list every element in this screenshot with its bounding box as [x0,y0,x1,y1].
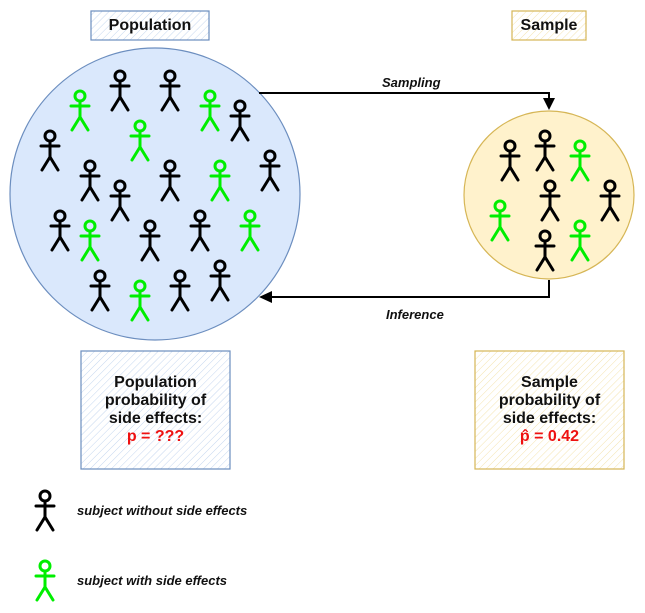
legend-with-label: subject with side effects [77,573,228,588]
inference-arrowhead [259,291,272,303]
population-probability-box [80,350,231,470]
sample-prob-formula: p̂ = 0.42 [519,428,580,445]
sample-probability-text: Sample probability of side effects: p̂ =… [475,351,624,469]
legend-without-label: subject without side effects [77,503,248,518]
person-with-side-effects-icon [569,219,591,262]
sampling-arrow [259,92,550,102]
inference-label: Inference [386,307,444,322]
person-without-side-effects-icon [259,149,281,192]
person-with-side-effects-icon [569,139,591,182]
sample-prob-line1: Sample [521,374,578,391]
sample-title: Sample [520,16,578,34]
person-without-side-effects-icon [39,129,61,172]
sample-probability-box [474,350,625,470]
person-without-side-effects-icon [49,209,71,252]
person-without-side-effects-icon [159,69,181,112]
person-without-side-effects-icon [34,489,56,532]
population-probability-text: Population probability of side effects: … [81,351,230,469]
person-without-side-effects-icon [534,129,556,172]
sample-title-box [511,10,587,41]
person-without-side-effects-icon [169,269,191,312]
sample-prob-line2: probability of [498,392,601,409]
person-with-side-effects-icon [129,119,151,162]
person-without-side-effects-icon [599,179,621,222]
person-without-side-effects-icon [499,139,521,182]
person-without-side-effects-icon [189,209,211,252]
population-title-box [90,10,210,41]
person-without-side-effects-icon [539,179,561,222]
population-prob-line2: probability of [104,392,207,409]
person-with-side-effects-icon [239,209,261,252]
sample-prob-line3: side effects: [502,410,597,427]
inference-arrow [270,280,550,298]
population-prob-line1: Population [114,374,197,391]
sampling-arrowhead [543,98,555,110]
person-without-side-effects-icon [79,159,101,202]
population-circle [9,47,301,341]
person-with-side-effects-icon [489,199,511,242]
person-with-side-effects-icon [69,89,91,132]
person-with-side-effects-icon [34,559,56,602]
person-with-side-effects-icon [129,279,151,322]
person-with-side-effects-icon [199,89,221,132]
person-without-side-effects-icon [109,69,131,112]
person-without-side-effects-icon [229,99,251,142]
person-with-side-effects-icon [209,159,231,202]
stick-figures [34,69,621,602]
person-with-side-effects-icon [79,219,101,262]
person-without-side-effects-icon [139,219,161,262]
population-prob-line3: side effects: [108,410,203,427]
sampling-label: Sampling [382,75,441,90]
person-without-side-effects-icon [534,229,556,272]
person-without-side-effects-icon [159,159,181,202]
person-without-side-effects-icon [109,179,131,222]
population-title: Population [108,16,192,34]
person-without-side-effects-icon [89,269,111,312]
person-without-side-effects-icon [209,259,231,302]
population-prob-formula: p = ??? [126,428,185,445]
